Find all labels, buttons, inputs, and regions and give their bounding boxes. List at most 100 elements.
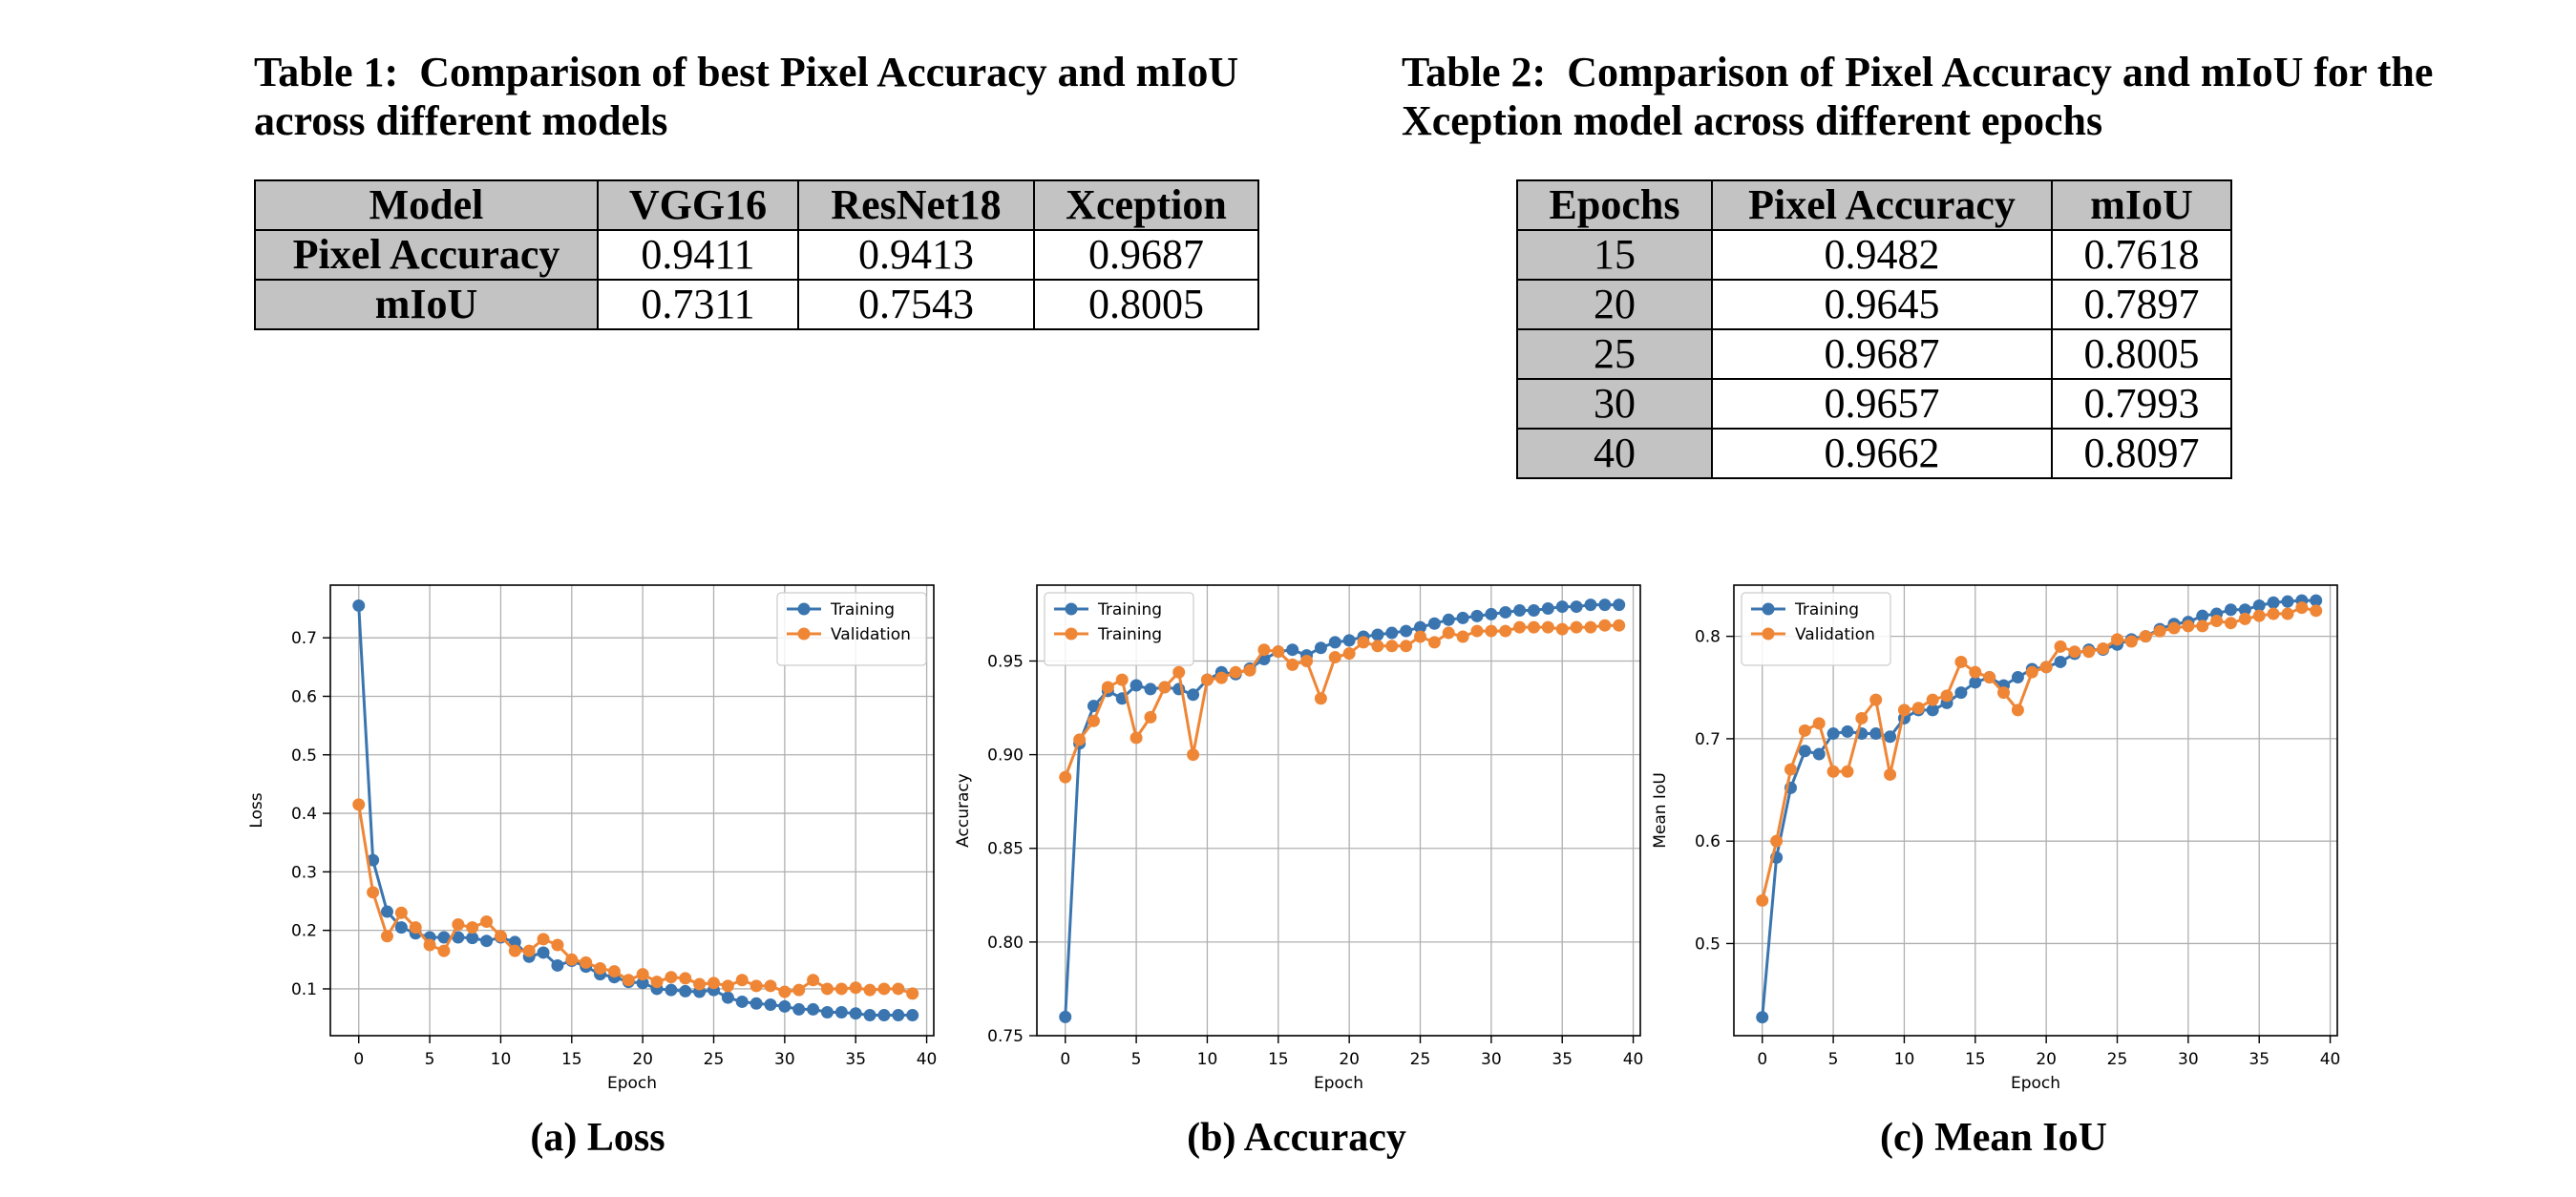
data-point [2054,640,2067,653]
data-point [1342,647,1356,661]
table2-epoch-cell: 25 [1516,328,1713,380]
data-point [1456,630,1469,643]
data-point [1756,1011,1769,1024]
table1-header-cell: Model [254,179,599,231]
table1-row-label: mIoU [254,279,599,330]
x-tick-label: 25 [2107,1050,2128,1069]
table2-cell: 0.9657 [1711,378,2053,430]
data-point [1513,620,1527,634]
y-axis-label: Loss [247,792,266,828]
data-point [1200,673,1214,686]
table2-cell: 0.7897 [2051,279,2232,330]
y-tick-label: 0.5 [1695,934,1721,954]
data-point [707,976,721,990]
legend-marker [797,627,811,640]
data-point [1314,641,1327,655]
data-point [750,979,763,993]
x-tick-label: 25 [704,1050,725,1069]
data-point [1187,688,1200,702]
data-point [1969,676,1982,689]
data-point [1911,702,1925,715]
table1-row: Pixel Accuracy 0.9411 0.9413 0.9687 [254,229,1259,281]
data-point [480,934,494,948]
data-point [1158,681,1172,694]
data-point [1357,636,1370,649]
data-point [2039,661,2053,674]
data-point [522,944,536,957]
table2-epoch-cell: 30 [1516,378,1713,430]
data-point [2224,617,2237,630]
table1-caption: Table 1: Comparison of best Pixel Accura… [254,48,1323,145]
legend-marker [1762,602,1775,616]
x-tick-label: 35 [845,1050,866,1069]
table1-header-cell: ResNet18 [797,179,1035,231]
data-point [1101,681,1114,694]
data-point [679,984,692,998]
x-tick-label: 20 [1339,1050,1360,1069]
data-point [2153,624,2166,638]
data-point [1130,731,1143,745]
data-point [537,933,550,946]
data-point [834,1005,848,1018]
data-point [2068,645,2081,659]
data-point [1527,603,1540,617]
data-point [1613,598,1626,612]
data-point [607,965,621,978]
data-point [735,974,749,987]
data-point [693,977,707,991]
data-point [2011,704,2024,717]
table2-cell: 0.9662 [1711,428,2053,479]
data-point [1855,711,1869,724]
data-point [1527,620,1540,634]
data-point [1427,636,1441,649]
data-point [2139,630,2152,643]
table2-header-cell: mIoU [2051,179,2232,231]
data-point [1841,724,1854,738]
data-point [750,997,763,1010]
data-point [437,944,451,957]
data-point [2252,609,2266,622]
data-point [2011,671,2024,684]
x-tick-label: 40 [917,1050,938,1069]
data-point [721,979,734,993]
table2-caption-label: Table 2: [1402,49,1547,95]
y-tick-label: 0.6 [1695,832,1721,851]
data-point [1570,600,1583,614]
loss-chart: 0 5 10 15 20 25 30 35 40 0.1 0.2 0.3 0.4 0.5 0.6 0.7 Epo… [247,584,938,1093]
data-point [1513,603,1527,617]
data-point [1969,665,1982,679]
table1: Model VGG16 ResNet18 Xception Pixel Accu… [254,179,1259,330]
table1-caption-text: Comparison of best Pixel Accuracy and mI… [254,49,1239,144]
x-axis-label: Epoch [2011,1074,2060,1093]
x-axis-label: Epoch [1314,1074,1363,1093]
data-point [2252,598,2266,612]
table2-epoch-cell: 40 [1516,428,1713,479]
x-tick-label: 5 [1828,1050,1839,1069]
table1-header-row: Model VGG16 ResNet18 Xception [254,179,1259,231]
data-point [2281,607,2294,620]
data-point [2281,595,2294,608]
data-point [622,974,635,987]
table2-row: 20 0.9645 0.7897 [1516,279,2232,330]
data-point [466,921,479,934]
data-point [1087,700,1100,713]
table2-cell: 0.7993 [2051,378,2232,430]
table2-epoch-cell: 15 [1516,229,1713,281]
data-point [508,935,521,949]
plot-frame [1733,584,2338,1037]
data-point [1328,651,1341,664]
data-point [820,1005,834,1018]
data-point [1229,665,1242,679]
x-tick-label: 10 [1894,1050,1915,1069]
x-tick-label: 0 [353,1050,364,1069]
plot-frame [329,584,935,1037]
data-point [1499,624,1512,638]
data-point [1570,620,1583,634]
data-point [1983,671,1996,684]
data-point [2224,603,2237,617]
x-tick-label: 30 [2178,1050,2199,1069]
data-point [1442,613,1455,626]
accuracy-chart: 0 5 10 15 20 25 30 35 40 0.75 0.80 0.85 0.90 0.95 Epoc… [954,584,1643,1093]
subcaption-mean-iou: (c) Mean IoU [1880,1116,2107,1160]
table2-row: 25 0.9687 0.8005 [1516,328,2232,380]
